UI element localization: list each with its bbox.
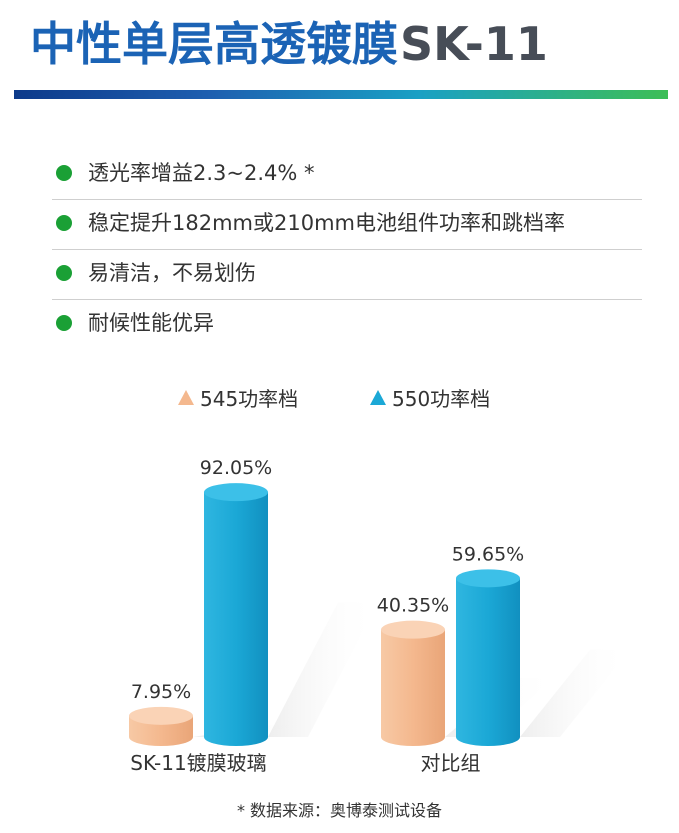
feature-text: 易清洁，不易划伤 — [88, 261, 256, 285]
data-source-note: * 数据来源：奥博泰测试设备 — [236, 801, 443, 820]
title-product-code: SK-11 — [400, 17, 548, 71]
chart-bar-top — [129, 706, 193, 725]
data-label: 7.95% — [131, 681, 191, 703]
category-label: SK-11镀膜玻璃 — [130, 751, 266, 775]
bar-chart: 7.95% 92.05% SK-11镀膜玻璃 40.35% 59.65% 对比组 — [129, 457, 630, 775]
chart-bar-top — [456, 569, 520, 588]
feature-item: 稳定提升182mm或210mm电池组件功率和跳档率 — [52, 200, 642, 250]
legend-label: 545功率档 — [200, 387, 299, 411]
triangle-icon — [370, 390, 386, 405]
data-label: 92.05% — [200, 457, 272, 479]
bullet-dot-icon — [56, 165, 72, 181]
feature-list: 透光率增益2.3~2.4% * 稳定提升182mm或210mm电池组件功率和跳档… — [52, 150, 642, 350]
triangle-icon — [178, 390, 194, 405]
feature-item: 耐候性能优异 — [52, 300, 642, 350]
bullet-dot-icon — [56, 215, 72, 231]
chart-bar — [456, 578, 520, 746]
data-label: 40.35% — [377, 595, 449, 617]
bullet-dot-icon — [56, 265, 72, 281]
feature-item: 易清洁，不易划伤 — [52, 250, 642, 300]
title-chinese: 中性单层高透镀膜 — [30, 17, 398, 71]
title-gradient-bar — [14, 90, 668, 99]
chart-bar-top — [381, 620, 445, 639]
legend-label: 550功率档 — [392, 387, 491, 411]
data-label: 59.65% — [452, 543, 524, 565]
category-label: 对比组 — [421, 751, 481, 775]
feature-text: 透光率增益2.3~2.4% * — [88, 161, 315, 185]
feature-item: 透光率增益2.3~2.4% * — [52, 150, 642, 200]
feature-text: 耐候性能优异 — [88, 311, 214, 335]
bar-shadow — [268, 602, 378, 737]
feature-text: 稳定提升182mm或210mm电池组件功率和跳档率 — [88, 211, 565, 235]
page-title: 中性单层高透镀膜SK-11 — [30, 14, 548, 74]
bullet-dot-icon — [56, 315, 72, 331]
bar-shadow — [520, 649, 630, 737]
chart-bar-top — [204, 483, 268, 502]
chart-bar — [204, 492, 268, 746]
chart-bar — [381, 629, 445, 746]
